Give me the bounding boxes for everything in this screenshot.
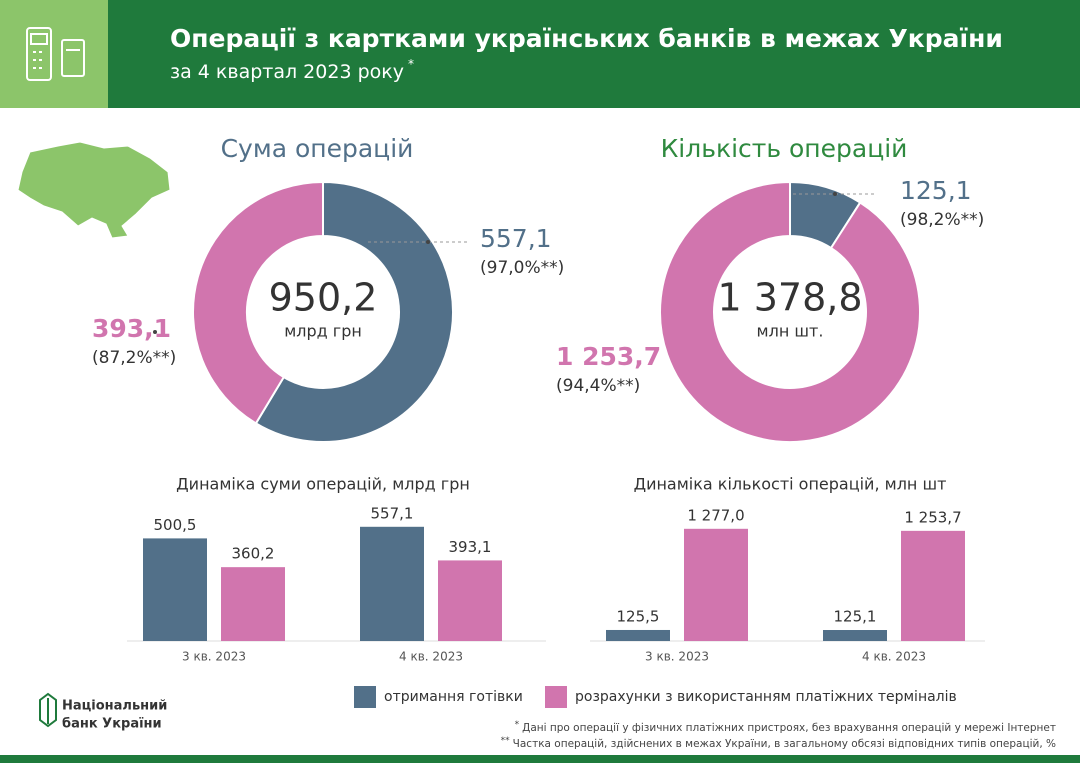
x-tick-label: 4 кв. 2023: [862, 650, 926, 664]
footer-band: [0, 755, 1080, 763]
value-label: 393,1: [92, 314, 171, 343]
legend-swatch: [545, 686, 567, 708]
bar: [684, 528, 748, 641]
header-band: [0, 0, 1080, 108]
x-tick-label: 4 кв. 2023: [399, 650, 463, 664]
bar-title: Динаміка кількості операцій, млн шт: [634, 475, 947, 494]
subtitle-mark: *: [408, 57, 414, 71]
footnote: ** Частка операцій, здійснених в межах Ук…: [501, 736, 1056, 751]
title: Операції з картками українських банків в…: [170, 24, 1003, 53]
bar-value-label: 1 277,0: [687, 506, 744, 524]
nbu-logo: [39, 692, 57, 728]
bar-value-label: 125,1: [834, 608, 877, 626]
footnotes: * Дані про операції у фізичних платіжних …: [501, 720, 1056, 751]
footnote-text: Частка операцій, здійснених в межах Укра…: [513, 738, 1056, 750]
bar: [360, 526, 424, 641]
leader-dot: [153, 330, 157, 334]
bar-title: Динаміка суми операцій, млрд грн: [176, 475, 470, 494]
bar: [221, 567, 285, 641]
share-label: (97,0%**): [480, 258, 564, 278]
header-icon-box: [0, 0, 108, 108]
share-label: (98,2%**): [900, 210, 984, 230]
bar: [143, 538, 207, 641]
share-label: (94,4%**): [556, 376, 640, 396]
logo-line: банк України: [62, 717, 162, 732]
value-label: 125,1: [900, 176, 972, 205]
value-label: 1 253,7: [556, 342, 661, 371]
leader-dot: [426, 240, 430, 244]
bar-value-label: 500,5: [154, 516, 197, 534]
footnote-mark: **: [501, 736, 511, 746]
bar-value-label: 360,2: [232, 545, 275, 563]
pie-unit: млн шт.: [757, 322, 824, 341]
pie-slice: [254, 180, 454, 443]
pie-slice: [659, 180, 921, 443]
subtitle: за 4 квартал 2023 року *: [170, 57, 414, 83]
bar: [606, 629, 670, 641]
x-tick-label: 3 кв. 2023: [645, 650, 709, 664]
pie-title: Сума операцій: [221, 134, 414, 163]
share-label: (87,2%**): [92, 348, 176, 368]
leader-dot: [628, 358, 632, 362]
pie-slice: [192, 180, 324, 425]
bar: [438, 560, 502, 641]
subtitle-text: за 4 квартал 2023 року: [170, 61, 404, 83]
bar-value-label: 125,5: [617, 607, 660, 625]
value-label: 557,1: [480, 224, 552, 253]
pie-total: 950,2: [269, 276, 378, 320]
bar-value-label: 557,1: [371, 504, 414, 522]
legend-label: розрахунки з використанням платіжних тер…: [575, 689, 957, 705]
legend-swatch: [354, 686, 376, 708]
footnote: * Дані про операції у фізичних платіжних …: [515, 720, 1056, 735]
leader-dot: [833, 192, 837, 196]
bar: [901, 530, 965, 641]
bar: [823, 630, 887, 641]
logo-line: Національний: [62, 699, 167, 714]
terminal-icon: [26, 27, 85, 81]
ukraine-map: [17, 141, 171, 239]
pie-unit: млрд грн: [284, 322, 362, 341]
footnote-text: Дані про операції у фізичних платіжних п…: [522, 722, 1056, 734]
pie-title: Кількість операцій: [661, 134, 908, 163]
pie-total: 1 378,8: [717, 276, 862, 320]
x-tick-label: 3 кв. 2023: [182, 650, 246, 664]
footnote-mark: *: [515, 720, 520, 730]
bar-value-label: 393,1: [449, 538, 492, 556]
bar-value-label: 1 253,7: [904, 508, 961, 526]
legend-label: отримання готівки: [384, 689, 523, 705]
